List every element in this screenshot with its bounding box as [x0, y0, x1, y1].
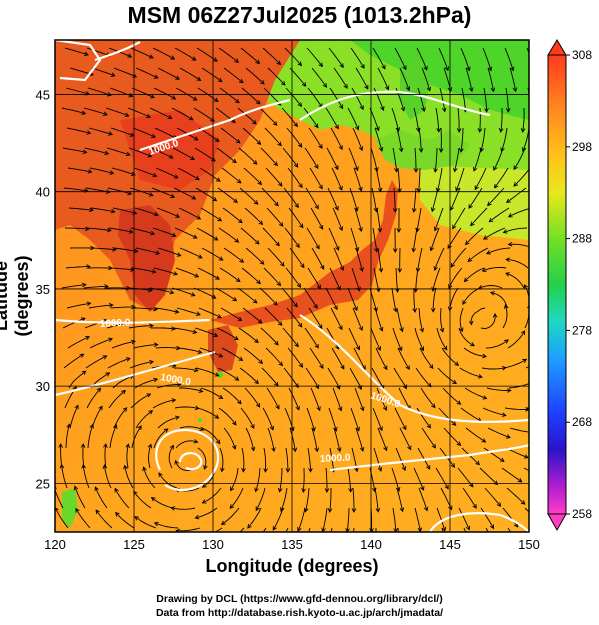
y-tick-label: 25 — [36, 476, 50, 491]
colorbar-tick-label: 258 — [572, 507, 592, 521]
x-tick-label: 135 — [281, 537, 303, 552]
colorbar-tick-label: 268 — [572, 415, 592, 429]
y-tick-label: 35 — [36, 282, 50, 297]
contour-label: 1000.0 — [159, 372, 191, 388]
gridlines — [55, 40, 529, 532]
contour-label: 1000.0 — [100, 317, 132, 330]
credit-drawing: Drawing by DCL (https://www.gfd-dennou.o… — [156, 593, 443, 605]
figure-title: MSM 06Z27Jul2025 (1013.2hPa) — [127, 2, 472, 28]
y-axis-label: Latitude (degrees) — [0, 255, 32, 337]
y-tick-label: 45 — [36, 87, 50, 102]
x-tick-label: 145 — [439, 537, 461, 552]
colorbar-tick-label: 298 — [572, 140, 592, 154]
y-axis-ticks: 25 30 35 40 45 — [36, 87, 50, 491]
y-tick-label: 40 — [36, 185, 50, 200]
credit-data: Data from http://database.rish.kyoto-u.a… — [155, 607, 444, 619]
contour-label: 1000.0 — [320, 452, 352, 465]
colorbar-tick-label: 278 — [572, 323, 592, 337]
plot-frame — [54, 39, 530, 533]
colorbar-tick-label: 308 — [572, 48, 592, 62]
colorbar: 308 298 288 278 268 258 — [547, 39, 592, 532]
x-axis-ticks: 120 125 130 135 140 145 150 — [44, 537, 540, 552]
x-tick-label: 140 — [360, 537, 382, 552]
x-tick-label: 125 — [123, 537, 145, 552]
x-axis-label: Longitude (degrees) — [205, 556, 379, 576]
x-tick-label: 120 — [44, 537, 66, 552]
x-tick-label: 150 — [518, 537, 540, 552]
y-tick-label: 30 — [36, 379, 50, 394]
x-tick-label: 130 — [202, 537, 224, 552]
streamlines — [55, 47, 529, 532]
colorbar-tick-label: 288 — [572, 232, 592, 246]
